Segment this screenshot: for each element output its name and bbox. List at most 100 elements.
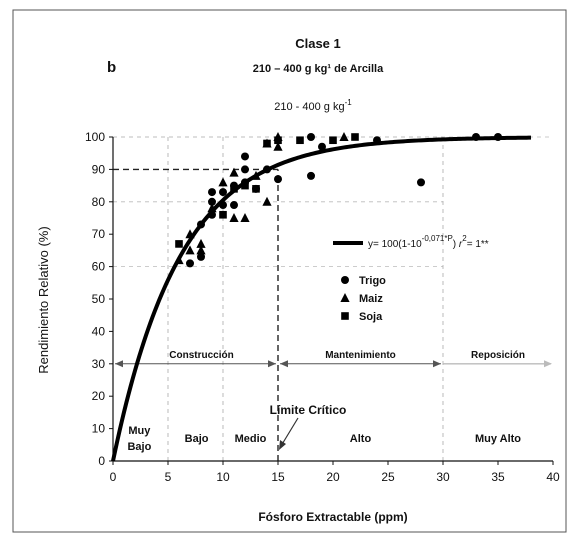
data-point-trigo bbox=[230, 201, 238, 210]
construction-arrow-left-head bbox=[115, 360, 123, 368]
data-point-trigo bbox=[208, 197, 216, 206]
x-tick-label: 25 bbox=[381, 470, 395, 484]
category-label: Muy bbox=[128, 425, 151, 437]
zone-label-maintenance: Mantenimiento bbox=[325, 350, 396, 361]
data-point-maiz bbox=[262, 196, 272, 206]
data-point-trigo bbox=[197, 252, 205, 261]
x-tick-label: 5 bbox=[165, 470, 172, 484]
critical-limit-arrow-head bbox=[279, 440, 286, 450]
data-point-trigo bbox=[241, 165, 249, 174]
y-tick-label: 50 bbox=[92, 292, 106, 306]
y-tick-label: 100 bbox=[85, 130, 105, 144]
critical-limit-arrow bbox=[280, 417, 299, 447]
data-point-trigo bbox=[417, 178, 425, 187]
inner-title: 210 - 400 g kg-1 bbox=[274, 98, 352, 113]
data-point-trigo bbox=[208, 188, 216, 197]
category-lines bbox=[167, 137, 444, 461]
data-point-soja bbox=[263, 139, 271, 148]
equation-exponent: -0,071*P bbox=[422, 234, 453, 243]
y-tick-label: 60 bbox=[92, 260, 106, 274]
y-tick-label: 40 bbox=[92, 324, 106, 338]
equation-prefix: y= 100(1-10 bbox=[368, 239, 422, 250]
equation-suffix: ) bbox=[453, 239, 459, 250]
data-point-maiz bbox=[229, 213, 239, 222]
legend-marker-soja bbox=[341, 312, 349, 320]
y-axis-ticks: 0 10 20 30 40 50 60 70 80 90 100 bbox=[85, 130, 113, 468]
critical-dashed-lines bbox=[113, 168, 279, 461]
data-point-maiz bbox=[273, 141, 283, 151]
legend-label-soja: Soja bbox=[359, 311, 383, 323]
x-tick-label: 20 bbox=[326, 470, 340, 484]
data-point-trigo bbox=[186, 259, 194, 268]
data-point-maiz bbox=[196, 238, 206, 248]
panel-letter: b bbox=[107, 59, 116, 76]
zone-arrows: Construcción Mantenimiento Reposición bbox=[115, 350, 552, 368]
x-tick-label: 35 bbox=[491, 470, 505, 484]
critical-limit-label: Límite Crítico bbox=[270, 403, 347, 417]
legend-marker-trigo bbox=[341, 276, 349, 284]
x-tick-label: 0 bbox=[110, 470, 117, 484]
legend-label-trigo: Trigo bbox=[359, 275, 386, 287]
equation-legend: y= 100(1-10-0,071*P) r2= 1** bbox=[333, 234, 489, 250]
category-label: Bajo bbox=[185, 433, 209, 445]
zone-label-construction: Construcción bbox=[169, 350, 233, 361]
category-label: Alto bbox=[350, 433, 372, 445]
y-tick-label: 30 bbox=[92, 357, 106, 371]
data-point-maiz bbox=[240, 213, 250, 222]
y-tick-label: 0 bbox=[98, 454, 105, 468]
y-tick-label: 80 bbox=[92, 195, 106, 209]
data-point-soja bbox=[296, 136, 304, 145]
y-tick-label: 70 bbox=[92, 227, 106, 241]
data-point-soja bbox=[351, 133, 359, 141]
data-point-trigo bbox=[274, 175, 282, 184]
data-point-maiz bbox=[339, 132, 349, 141]
data-point-maiz bbox=[229, 167, 239, 177]
critical-limit-annotation: Límite Crítico bbox=[270, 403, 347, 450]
y-tick-label: 20 bbox=[92, 389, 106, 403]
data-point-trigo bbox=[307, 133, 315, 141]
inner-title-sup: -1 bbox=[345, 98, 353, 107]
category-label: Medio bbox=[235, 433, 267, 445]
legend: Trigo Maiz Soja bbox=[340, 275, 386, 323]
category-label: Bajo bbox=[127, 441, 151, 453]
y-tick-label: 10 bbox=[92, 422, 106, 436]
equation-text: y= 100(1-10-0,071*P) r2= 1** bbox=[368, 234, 489, 250]
fitted-curve bbox=[111, 135, 532, 462]
data-point-maiz bbox=[196, 245, 206, 255]
replacement-arrow-head bbox=[544, 360, 552, 368]
data-point-soja bbox=[252, 185, 260, 193]
chart-subtitle: 210 – 400 g kg¹ de Arcilla bbox=[253, 63, 384, 75]
category-label: Muy Alto bbox=[475, 433, 521, 445]
maintenance-arrow-left-head bbox=[280, 360, 288, 368]
data-point-maiz bbox=[218, 177, 228, 187]
x-tick-label: 15 bbox=[271, 470, 285, 484]
legend-marker-maiz bbox=[340, 293, 350, 302]
data-point-trigo bbox=[318, 142, 326, 151]
fertility-categories: Muy Bajo Bajo Medio Alto Muy Alto bbox=[127, 425, 521, 453]
maintenance-arrow-right-head bbox=[433, 360, 441, 368]
construction-arrow-right-head bbox=[268, 360, 276, 368]
data-point-maiz bbox=[185, 245, 195, 255]
data-point-soja bbox=[329, 136, 337, 145]
r-label: r bbox=[459, 239, 463, 250]
x-axis-ticks: 0 5 10 15 20 25 30 35 40 bbox=[110, 461, 560, 484]
x-tick-label: 10 bbox=[216, 470, 230, 484]
data-point-trigo bbox=[307, 171, 315, 180]
chart-title: Clase 1 bbox=[295, 36, 341, 51]
r-value: = 1** bbox=[467, 239, 489, 250]
y-axis-label: Rendimiento Relativo (%) bbox=[36, 226, 51, 373]
data-point-soja bbox=[241, 181, 249, 190]
zone-label-replacement: Reposición bbox=[471, 350, 525, 361]
r-exponent: 2 bbox=[462, 234, 467, 243]
data-points bbox=[174, 132, 502, 268]
x-tick-label: 30 bbox=[436, 470, 450, 484]
data-point-trigo bbox=[241, 152, 249, 161]
x-axis-label: Fósforo Extractable (ppm) bbox=[258, 510, 407, 524]
figure-border bbox=[12, 9, 567, 533]
inner-title-text: 210 - 400 g kg bbox=[274, 101, 344, 113]
x-tick-label: 40 bbox=[546, 470, 560, 484]
y-tick-label: 90 bbox=[92, 162, 106, 176]
data-point-soja bbox=[219, 210, 227, 219]
